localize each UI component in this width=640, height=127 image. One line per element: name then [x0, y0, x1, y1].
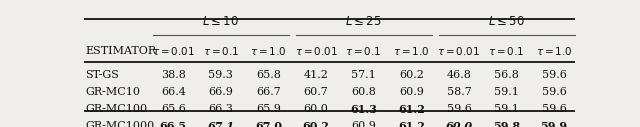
Text: 60.8: 60.8 — [351, 87, 376, 97]
Text: 58.7: 58.7 — [447, 87, 471, 97]
Text: 60.9: 60.9 — [351, 121, 376, 127]
Text: 59.1: 59.1 — [494, 87, 519, 97]
Text: 61.3: 61.3 — [350, 104, 377, 115]
Text: 66.5: 66.5 — [160, 121, 187, 127]
Text: 59.1: 59.1 — [494, 104, 519, 114]
Text: $\tau = 1.0$: $\tau = 1.0$ — [393, 45, 429, 57]
Text: 59.8: 59.8 — [493, 121, 520, 127]
Text: 59.6: 59.6 — [541, 104, 566, 114]
Text: $\tau = 1.0$: $\tau = 1.0$ — [536, 45, 573, 57]
Text: GR-MC1000: GR-MC1000 — [85, 121, 154, 127]
Text: $\tau = 0.01$: $\tau = 0.01$ — [437, 45, 481, 57]
Text: $L \leq 25$: $L \leq 25$ — [346, 15, 382, 28]
Text: 66.7: 66.7 — [256, 87, 281, 97]
Text: $\tau = 0.01$: $\tau = 0.01$ — [152, 45, 195, 57]
Text: 60.2: 60.2 — [399, 70, 424, 80]
Text: 57.1: 57.1 — [351, 70, 376, 80]
Text: 65.8: 65.8 — [256, 70, 281, 80]
Text: 59.6: 59.6 — [541, 87, 566, 97]
Text: 61.2: 61.2 — [398, 104, 425, 115]
Text: ST-GS: ST-GS — [85, 70, 119, 80]
Text: 59.6: 59.6 — [541, 70, 566, 80]
Text: $L \leq 50$: $L \leq 50$ — [488, 15, 525, 28]
Text: $\tau = 1.0$: $\tau = 1.0$ — [250, 45, 287, 57]
Text: ESTIMATOR: ESTIMATOR — [85, 46, 156, 56]
Text: 65.6: 65.6 — [161, 104, 186, 114]
Text: GR-MC10: GR-MC10 — [85, 87, 140, 97]
Text: 38.8: 38.8 — [161, 70, 186, 80]
Text: 60.9: 60.9 — [399, 87, 424, 97]
Text: 60.0: 60.0 — [303, 104, 328, 114]
Text: 60.2: 60.2 — [303, 121, 330, 127]
Text: 66.3: 66.3 — [209, 104, 234, 114]
Text: 60.7: 60.7 — [304, 87, 328, 97]
Text: 46.8: 46.8 — [447, 70, 472, 80]
Text: $\tau = 0.1$: $\tau = 0.1$ — [203, 45, 239, 57]
Text: 59.3: 59.3 — [209, 70, 234, 80]
Text: 66.9: 66.9 — [209, 87, 234, 97]
Text: 59.9: 59.9 — [541, 121, 568, 127]
Text: 59.6: 59.6 — [447, 104, 472, 114]
Text: 61.2: 61.2 — [398, 121, 425, 127]
Text: $L \leq 10$: $L \leq 10$ — [202, 15, 239, 28]
Text: GR-MC100: GR-MC100 — [85, 104, 147, 114]
Text: $\tau = 0.1$: $\tau = 0.1$ — [346, 45, 382, 57]
Text: 65.9: 65.9 — [256, 104, 281, 114]
Text: $\tau = 0.1$: $\tau = 0.1$ — [488, 45, 525, 57]
Text: 67.0: 67.0 — [255, 121, 282, 127]
Text: 66.4: 66.4 — [161, 87, 186, 97]
Text: 67.1: 67.1 — [207, 121, 234, 127]
Text: 60.0: 60.0 — [445, 121, 472, 127]
Text: 56.8: 56.8 — [494, 70, 519, 80]
Text: 41.2: 41.2 — [303, 70, 328, 80]
Text: $\tau = 0.01$: $\tau = 0.01$ — [294, 45, 338, 57]
